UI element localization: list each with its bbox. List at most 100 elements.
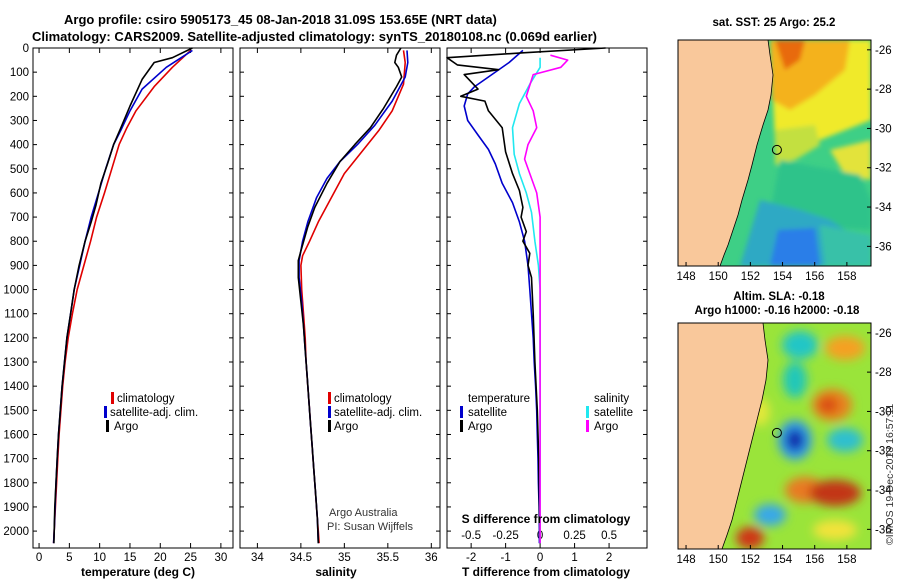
- map-x-tick-label: 156: [805, 271, 824, 283]
- difference-x-axis: -2 -1 0 1 2: [466, 48, 612, 564]
- x-tick-label: 0: [537, 552, 543, 564]
- title-line-1: Argo profile: csiro 5905173_45 08-Jan-20…: [64, 12, 497, 27]
- legend-swatch-s-satellite: [586, 406, 589, 418]
- map-x-tick-label: 152: [741, 554, 760, 566]
- sst-map-title: sat. SST: 25 Argo: 25.2: [713, 17, 836, 29]
- legend-title-temperature: temperature: [468, 393, 530, 405]
- s-diff-tick-label: -0.5: [461, 530, 481, 542]
- legend-label-t-satellite: satellite: [468, 407, 507, 419]
- map-x-tick-label: 152: [741, 271, 760, 283]
- map-x-tick-label: 156: [805, 554, 824, 566]
- s-difference-axis-label: S difference from climatology: [462, 512, 631, 526]
- legend-title-salinity: salinity: [594, 393, 629, 405]
- sla-map-title: Altim. SLA: -0.18: [733, 291, 825, 303]
- depth-tick-label: 1300: [3, 357, 29, 369]
- depth-tick-label: 1700: [3, 454, 29, 466]
- credit-line-2: PI: Susan Wijffels: [327, 521, 413, 533]
- sst-float-marker: [771, 144, 782, 155]
- watermark: ©IMOS 19-Dec-2018 16:57:11: [884, 404, 896, 545]
- salinity-series: [297, 47, 409, 544]
- depth-tick-label: 800: [10, 236, 29, 248]
- x-tick-label: 36: [425, 552, 438, 564]
- s-diff-tick-label: -0.25: [493, 530, 519, 542]
- s-diff-tick-label: 0.5: [601, 530, 617, 542]
- x-tick-label: 2: [606, 552, 612, 564]
- legend-swatch-s-argo: [586, 420, 589, 432]
- depth-tick-label: 500: [10, 164, 29, 176]
- depth-tick-label: 0: [23, 43, 29, 55]
- sla-map-ticks: 148 150 152 154 156 158 -26 -28 -30 -32 -34 -36: [676, 328, 892, 566]
- x-tick-label: 5: [66, 552, 72, 564]
- legend-swatch-t-argo: [460, 420, 463, 432]
- series-argo: [297, 47, 403, 544]
- x-tick-label: 34.5: [290, 552, 312, 564]
- legend-label-argo: Argo: [114, 421, 138, 433]
- depth-tick-label: 200: [10, 91, 29, 103]
- map-y-tick-label: -34: [875, 485, 892, 497]
- series-temperature-argo: [446, 47, 606, 544]
- depth-tick-label: 1400: [3, 381, 29, 393]
- salinity-x-axis: 34 34.5 35 35.5 36: [251, 48, 438, 564]
- legend-label-t-argo: Argo: [468, 421, 492, 433]
- map-x-tick-label: 154: [773, 554, 793, 566]
- series-salinity-argo: [523, 54, 569, 544]
- t-difference-axis-label: T difference from climatology: [462, 565, 630, 579]
- map-x-tick-label: 150: [709, 554, 728, 566]
- sla-coastline: [721, 323, 769, 549]
- map-x-tick-label: 154: [773, 271, 793, 283]
- depth-axis: 0 100 200 300 400 500 600 700 800 900 1000 1100 1200…: [3, 43, 647, 538]
- series-argo: [53, 47, 193, 544]
- x-tick-label: -2: [466, 552, 476, 564]
- salinity-panel-frame: [239, 47, 441, 549]
- x-tick-label: 20: [154, 552, 167, 564]
- legend-swatch-climatology: [111, 392, 114, 404]
- map-y-tick-label: -30: [875, 123, 892, 135]
- x-tick-label: 10: [93, 552, 106, 564]
- s-diff-tick-label: 0.25: [563, 530, 585, 542]
- map-y-tick-label: -28: [875, 367, 892, 379]
- depth-tick-label: 400: [10, 140, 29, 152]
- map-x-tick-label: 150: [709, 271, 728, 283]
- credit-line-1: Argo Australia: [329, 507, 398, 519]
- difference-series: [446, 47, 606, 544]
- legend-swatch-argo: [328, 420, 331, 432]
- x-tick-label: 15: [124, 552, 137, 564]
- legend-label-climatology: climatology: [117, 393, 175, 405]
- map-y-tick-label: -32: [875, 163, 892, 175]
- map-y-tick-label: -34: [875, 202, 892, 214]
- difference-legend: temperature satellite Argo salinity sate…: [460, 393, 633, 433]
- x-tick-label: 0: [36, 552, 42, 564]
- sst-map-ticks: 148 150 152 154 156 158 -26 -28 -30 -32 -34 -36: [676, 45, 892, 283]
- depth-tick-label: 1800: [3, 478, 29, 490]
- depth-tick-label: 2000: [3, 526, 29, 538]
- legend-swatch-t-satellite: [460, 406, 463, 418]
- map-y-tick-label: -26: [875, 328, 892, 340]
- depth-tick-label: 600: [10, 188, 29, 200]
- sst-land: [678, 40, 773, 266]
- map-y-tick-label: -30: [875, 406, 892, 418]
- salinity-difference-axis: -0.5 -0.25 0 0.25 0.5: [461, 530, 617, 542]
- x-tick-label: 25: [184, 552, 197, 564]
- map-x-tick-label: 148: [676, 271, 695, 283]
- x-tick-label: -1: [501, 552, 511, 564]
- sla-map-frame: [677, 322, 872, 550]
- depth-tick-label: 1100: [4, 309, 29, 321]
- depth-tick-label: 1000: [3, 285, 29, 297]
- depth-tick-label: 700: [10, 212, 29, 224]
- x-tick-label: 1: [571, 552, 577, 564]
- sst-coastline: [719, 40, 774, 266]
- depth-tick-label: 1600: [3, 429, 29, 441]
- temperature-series: [52, 47, 193, 544]
- sst-map: [678, 40, 871, 266]
- x-tick-label: 35: [338, 552, 351, 564]
- sst-map-frame: [677, 39, 872, 267]
- legend-swatch-argo: [106, 420, 109, 432]
- legend-label-satellite: satellite-adj. clim.: [110, 407, 198, 419]
- temperature-axis-label: temperature (deg C): [81, 565, 195, 579]
- temperature-legend: climatology satellite-adj. clim. Argo: [104, 392, 198, 433]
- difference-panel-frame: [446, 47, 648, 549]
- sla-float-marker: [771, 427, 782, 438]
- sla-map: [678, 323, 871, 549]
- depth-tick-label: 1500: [3, 405, 29, 417]
